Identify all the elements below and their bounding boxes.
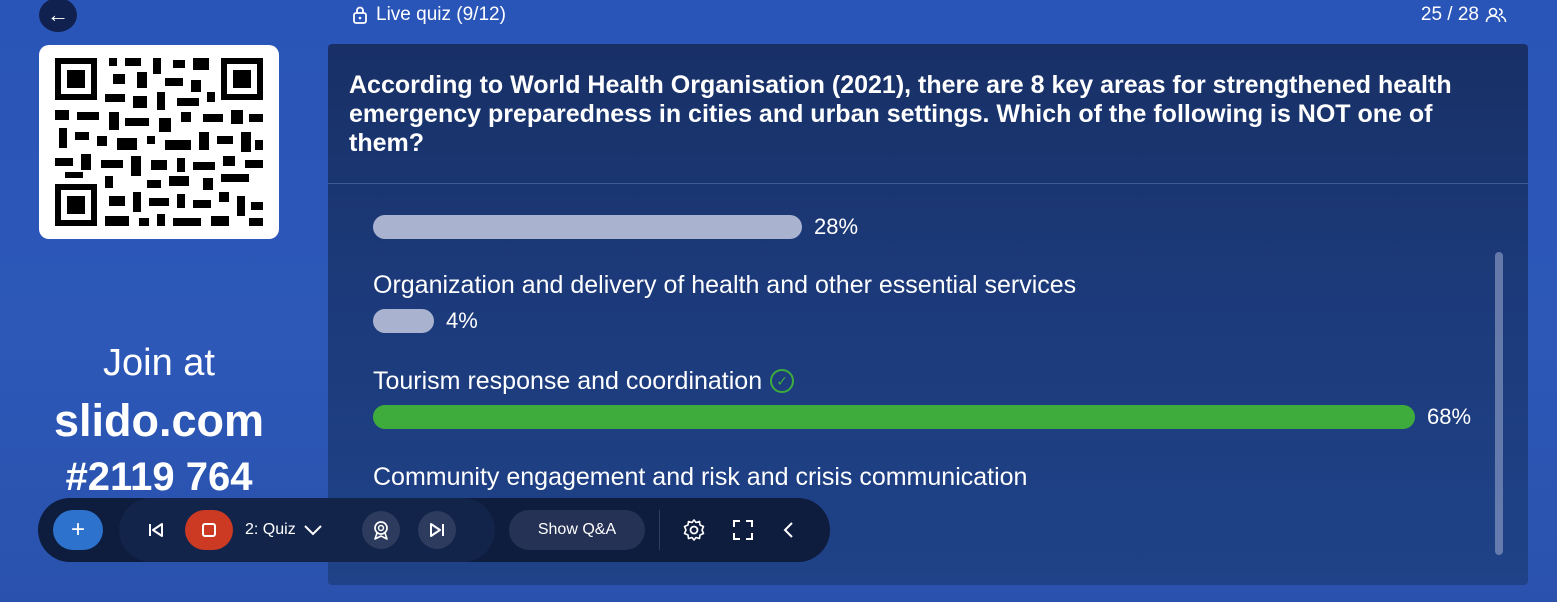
stop-button[interactable] [185,510,233,550]
scrollbar[interactable] [1495,252,1503,555]
result-percent: 68% [1427,404,1472,429]
gear-icon [683,519,705,541]
option-item: Organization and delivery of health and … [373,270,1493,336]
previous-button[interactable] [147,521,165,539]
settings-button[interactable] [682,518,706,542]
qr-code [39,45,279,239]
users-icon [1485,7,1507,23]
result-percent: 4% [446,308,478,333]
playback-controls: 2: Quiz [119,498,495,562]
event-code: #2119 764 [65,455,253,499]
participant-count-text: 25 / 28 [1420,4,1479,25]
chevron-left-icon [783,522,793,538]
option-result: 68% [373,402,1493,432]
leaderboard-button[interactable] [361,511,400,549]
option-label-text: Organization and delivery of health and … [373,270,1077,299]
quiz-title: Live quiz (9/12) [352,4,506,26]
result-bar [373,215,802,239]
options-list: 28% Organization and delivery of health … [373,212,1493,492]
result-bar-correct [373,405,1415,429]
plus-icon: + [70,516,85,543]
arrow-left-icon: ← [47,2,69,27]
option-label: Community engagement and risk and crisis… [373,462,1493,492]
show-qa-button[interactable]: Show Q&A [509,510,645,550]
skip-back-icon [149,523,163,537]
option-item: Community engagement and risk and crisis… [373,462,1493,492]
toolbar-divider [659,510,660,550]
option-result: 28% [373,212,1493,242]
check-circle-icon: ✓ [770,369,795,393]
option-result: 4% [373,306,1493,336]
collapse-toolbar-button[interactable] [782,520,796,540]
result-bar [373,309,434,333]
activity-selector[interactable]: 2: Quiz [245,521,324,539]
qr-code-image [55,58,263,226]
add-button[interactable]: + [53,510,103,550]
join-instruction: Join at [103,342,215,384]
option-label-text: Tourism response and coordination [373,366,763,395]
award-icon [373,521,388,540]
next-button[interactable] [417,511,456,549]
activity-label: 2: Quiz [245,521,296,538]
presenter-toolbar: + 2: Quiz [38,498,830,562]
result-percent: 28% [814,214,859,239]
fullscreen-button[interactable] [732,519,754,541]
chevron-down-icon [303,525,322,536]
option-label: Organization and delivery of health and … [373,270,1493,300]
fullscreen-icon [733,520,753,540]
participant-count: 25 / 28 [1421,4,1507,26]
question-panel: According to World Health Organisation (… [328,44,1528,585]
stop-icon [202,523,216,537]
back-button[interactable]: ← [39,0,77,32]
option-item-correct: Tourism response and coordination ✓ 68% [373,366,1493,432]
option-label-text: Community engagement and risk and crisis… [373,462,1028,491]
lock-icon [353,6,367,24]
quiz-title-text: Live quiz (9/12) [376,4,506,25]
join-url: slido.com [53,395,265,446]
question-text: According to World Health Organisation (… [328,44,1528,184]
option-label: Tourism response and coordination ✓ [373,366,1493,396]
skip-forward-icon [429,523,444,537]
